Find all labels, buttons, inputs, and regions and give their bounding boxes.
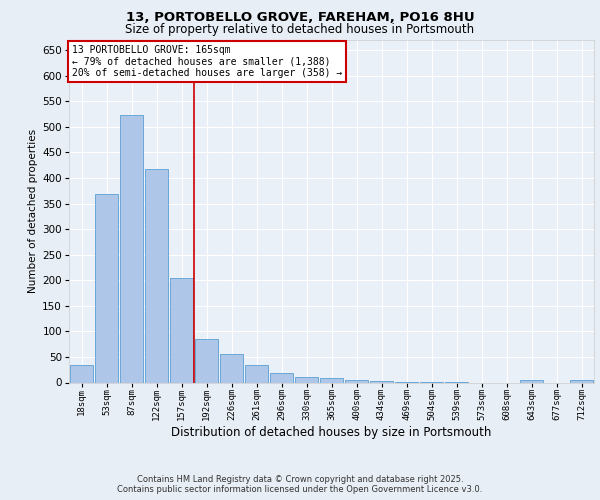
- Bar: [220, 354, 243, 382]
- Text: Size of property relative to detached houses in Portsmouth: Size of property relative to detached ho…: [125, 22, 475, 36]
- Bar: [320, 378, 343, 382]
- Text: Contains HM Land Registry data © Crown copyright and database right 2025.
Contai: Contains HM Land Registry data © Crown c…: [118, 474, 482, 494]
- Bar: [520, 380, 543, 382]
- Bar: [145, 169, 168, 382]
- Bar: [120, 115, 143, 382]
- Bar: [95, 194, 118, 382]
- Bar: [345, 380, 368, 382]
- Bar: [170, 278, 193, 382]
- Text: 13 PORTOBELLO GROVE: 165sqm
← 79% of detached houses are smaller (1,388)
20% of : 13 PORTOBELLO GROVE: 165sqm ← 79% of det…: [71, 45, 342, 78]
- Bar: [245, 364, 268, 382]
- Bar: [195, 339, 218, 382]
- Text: 13, PORTOBELLO GROVE, FAREHAM, PO16 8HU: 13, PORTOBELLO GROVE, FAREHAM, PO16 8HU: [125, 11, 475, 24]
- Bar: [295, 378, 318, 382]
- X-axis label: Distribution of detached houses by size in Portsmouth: Distribution of detached houses by size …: [172, 426, 491, 439]
- Bar: [570, 380, 593, 382]
- Y-axis label: Number of detached properties: Number of detached properties: [28, 129, 38, 294]
- Bar: [270, 374, 293, 382]
- Bar: [70, 364, 93, 382]
